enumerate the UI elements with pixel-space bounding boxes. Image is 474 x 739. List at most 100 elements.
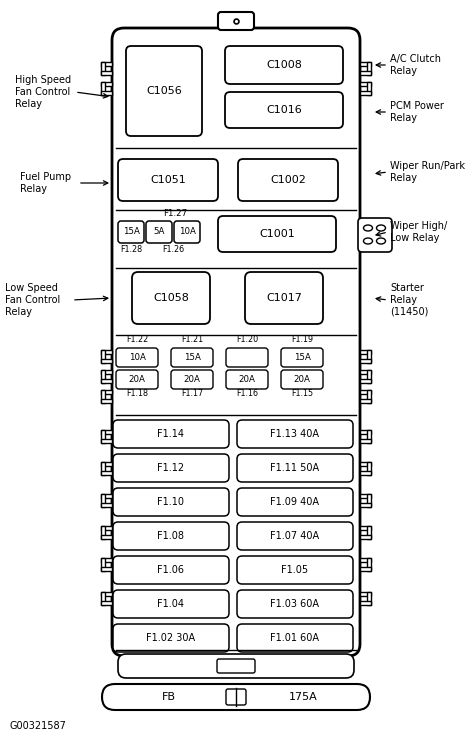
Bar [101, 567, 112, 571]
FancyBboxPatch shape [225, 46, 343, 84]
Text: F1.01 60A: F1.01 60A [271, 633, 319, 643]
Text: High Speed
Fan Control
Relay: High Speed Fan Control Relay [15, 75, 71, 109]
Bar [101, 370, 112, 374]
Bar [101, 503, 112, 507]
Bar [360, 379, 371, 383]
Text: FB: FB [162, 692, 176, 702]
Text: F1.06: F1.06 [157, 565, 184, 575]
FancyBboxPatch shape [245, 272, 323, 324]
Text: F1.07 40A: F1.07 40A [271, 531, 319, 541]
FancyBboxPatch shape [113, 488, 229, 516]
FancyBboxPatch shape [113, 624, 229, 652]
FancyBboxPatch shape [171, 348, 213, 367]
Text: 15A: 15A [293, 353, 310, 362]
FancyBboxPatch shape [113, 454, 229, 482]
Bar [101, 462, 105, 475]
Text: F1.27: F1.27 [163, 208, 187, 217]
Bar [101, 462, 112, 466]
FancyBboxPatch shape [218, 216, 336, 252]
Text: F1.09 40A: F1.09 40A [271, 497, 319, 507]
FancyBboxPatch shape [226, 348, 268, 367]
FancyBboxPatch shape [118, 654, 354, 678]
Bar [101, 82, 112, 86]
Bar [101, 558, 105, 571]
Text: C1056: C1056 [146, 86, 182, 96]
Text: F1.13 40A: F1.13 40A [271, 429, 319, 439]
FancyBboxPatch shape [113, 556, 229, 584]
Text: C1002: C1002 [270, 175, 306, 185]
Text: Fuel Pump
Relay: Fuel Pump Relay [20, 172, 71, 194]
Bar [101, 62, 112, 66]
FancyBboxPatch shape [281, 348, 323, 367]
Bar [101, 430, 112, 434]
FancyBboxPatch shape [132, 272, 210, 324]
Bar [367, 62, 371, 75]
Bar [101, 399, 112, 403]
Bar [360, 535, 371, 539]
Text: C1001: C1001 [259, 229, 295, 239]
Bar [101, 359, 112, 363]
Text: F1.16: F1.16 [236, 389, 258, 398]
Bar [360, 471, 371, 475]
Text: F1.22: F1.22 [126, 336, 148, 344]
Bar [360, 82, 371, 86]
Text: 5A: 5A [153, 228, 164, 236]
Text: 20A: 20A [128, 375, 146, 384]
Text: F1.17: F1.17 [181, 389, 203, 398]
Text: 15A: 15A [183, 353, 201, 362]
Text: A/C Clutch
Relay: A/C Clutch Relay [390, 54, 441, 76]
Text: C1016: C1016 [266, 105, 302, 115]
Bar [101, 526, 105, 539]
Text: F1.19: F1.19 [291, 336, 313, 344]
Bar [101, 91, 112, 95]
Bar [101, 71, 112, 75]
FancyBboxPatch shape [238, 159, 338, 201]
Bar [360, 567, 371, 571]
Bar [101, 390, 105, 403]
Text: F1.08: F1.08 [157, 531, 184, 541]
FancyBboxPatch shape [226, 689, 246, 705]
Bar [101, 370, 105, 383]
Text: F1.15: F1.15 [291, 389, 313, 398]
Bar [101, 379, 112, 383]
Text: G00321587: G00321587 [10, 721, 67, 731]
Ellipse shape [364, 225, 373, 231]
FancyBboxPatch shape [237, 624, 353, 652]
Bar [101, 494, 105, 507]
Bar [101, 430, 105, 443]
Bar [101, 526, 112, 530]
Ellipse shape [376, 225, 385, 231]
Bar [360, 503, 371, 507]
Bar [360, 62, 371, 66]
FancyBboxPatch shape [174, 221, 200, 243]
FancyBboxPatch shape [112, 28, 360, 656]
Bar [101, 439, 112, 443]
Bar [360, 350, 371, 354]
FancyBboxPatch shape [237, 488, 353, 516]
FancyBboxPatch shape [113, 522, 229, 550]
FancyBboxPatch shape [281, 370, 323, 389]
FancyBboxPatch shape [225, 92, 343, 128]
Bar [360, 359, 371, 363]
Bar [101, 494, 112, 498]
FancyBboxPatch shape [217, 659, 255, 673]
Text: 20A: 20A [183, 375, 201, 384]
FancyBboxPatch shape [237, 556, 353, 584]
Bar [367, 430, 371, 443]
FancyBboxPatch shape [126, 46, 202, 136]
Text: F1.04: F1.04 [157, 599, 184, 609]
Bar [360, 601, 371, 605]
Bar [101, 471, 112, 475]
Bar [360, 462, 371, 466]
Text: F1.21: F1.21 [181, 336, 203, 344]
Text: 20A: 20A [293, 375, 310, 384]
Text: 15A: 15A [123, 228, 139, 236]
FancyBboxPatch shape [218, 12, 254, 30]
Text: Low Speed
Fan Control
Relay: Low Speed Fan Control Relay [5, 283, 60, 316]
Bar [360, 592, 371, 596]
Text: Wiper High/
Low Relay: Wiper High/ Low Relay [390, 221, 447, 243]
Text: F1.05: F1.05 [282, 565, 309, 575]
FancyBboxPatch shape [237, 420, 353, 448]
FancyBboxPatch shape [118, 221, 144, 243]
Text: 10A: 10A [179, 228, 195, 236]
